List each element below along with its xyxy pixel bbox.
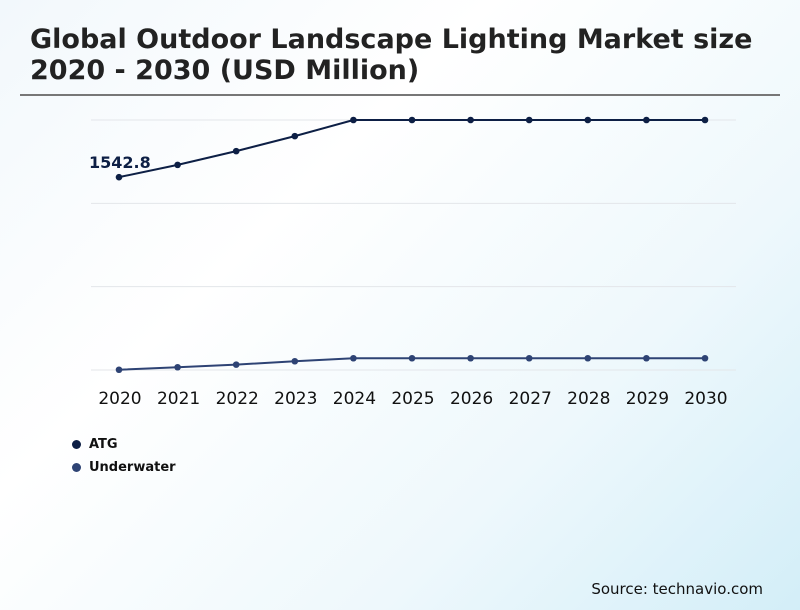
source-note: Source: technavio.com — [591, 580, 763, 598]
x-tick-label: 2025 — [391, 389, 434, 409]
data-point — [115, 173, 123, 181]
legend-label: Underwater — [89, 460, 176, 475]
data-point — [408, 116, 416, 124]
x-tick-label: 2029 — [626, 389, 669, 409]
legend-item-atg: ATG — [72, 437, 118, 452]
x-tick-label: 2028 — [567, 389, 610, 409]
x-tick-label: 2020 — [98, 389, 141, 409]
data-point — [643, 354, 650, 362]
legend-dot-icon — [72, 440, 81, 449]
data-point — [525, 354, 533, 362]
data-point — [525, 116, 533, 124]
chart-title: Global Outdoor Landscape Lighting Market… — [30, 24, 753, 86]
legend-dot-icon — [72, 463, 81, 472]
data-point — [174, 363, 181, 371]
data-point — [584, 354, 592, 362]
data-point — [467, 116, 474, 124]
x-tick-label: 2023 — [274, 389, 317, 409]
title-divider — [20, 94, 780, 96]
data-point — [350, 116, 357, 124]
data-point — [408, 354, 416, 362]
data-point — [232, 147, 240, 155]
data-point — [584, 116, 592, 124]
x-tick-label: 2021 — [157, 389, 200, 409]
data-point — [291, 132, 299, 140]
data-point — [232, 361, 240, 368]
x-tick-label: 2030 — [684, 389, 727, 409]
data-point — [701, 354, 709, 362]
series-line-atg — [118, 119, 705, 179]
legend-label: ATG — [89, 437, 118, 452]
x-tick-label: 2026 — [450, 389, 493, 409]
data-point — [115, 366, 123, 374]
line-chart: 2020 2021 2022 2023 2024 2025 2026 2027 2028 2029… — [89, 116, 736, 409]
data-point — [291, 357, 299, 365]
data-point — [350, 354, 357, 362]
x-tick-label: 2027 — [509, 389, 552, 409]
x-tick-label: 2022 — [216, 389, 259, 409]
legend-item-underwater: Underwater — [72, 460, 176, 475]
data-point — [174, 161, 181, 169]
data-point — [467, 354, 474, 362]
data-point — [643, 116, 650, 124]
data-point — [701, 116, 709, 124]
x-tick-label: 2024 — [333, 389, 376, 409]
data-label: 1542.8 — [89, 153, 151, 172]
